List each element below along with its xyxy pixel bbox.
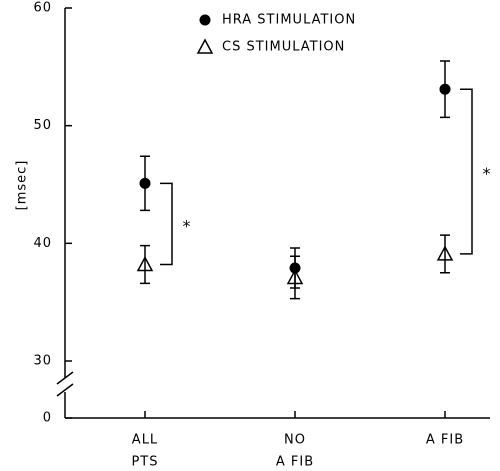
x-tick-label: PTS [131, 455, 158, 470]
data-point [436, 245, 454, 261]
error-bar [290, 255, 300, 300]
legend-label: CS STIMULATION [222, 40, 345, 55]
legend-marker [196, 38, 214, 54]
y-tick-label: 40 [33, 236, 52, 251]
data-point [136, 255, 154, 272]
legend-label: HRA STIMULATION [222, 13, 356, 28]
axis-break [56, 383, 74, 397]
error-bar [140, 244, 150, 285]
x-tick-label: NO [284, 433, 306, 448]
y-tick-label: 60 [33, 1, 52, 16]
x-tick-label: A FIB [426, 433, 464, 448]
y-tick-label: 30 [33, 354, 52, 369]
legend-marker [199, 14, 211, 26]
data-point [286, 268, 304, 285]
data-point [439, 83, 451, 95]
y-tick-label: 50 [33, 118, 52, 133]
axis-break [56, 371, 74, 385]
error-bar [440, 234, 450, 274]
significance-bracket [160, 182, 173, 266]
annotation: * [183, 216, 192, 235]
y-axis-label: [msec] [15, 160, 30, 211]
significance-bracket [460, 88, 473, 255]
x-tick-label: A FIB [276, 455, 314, 470]
data-point [139, 177, 151, 189]
y-tick-label: 0 [43, 411, 52, 426]
annotation: * [483, 164, 492, 183]
x-tick-label: ALL [132, 433, 158, 448]
